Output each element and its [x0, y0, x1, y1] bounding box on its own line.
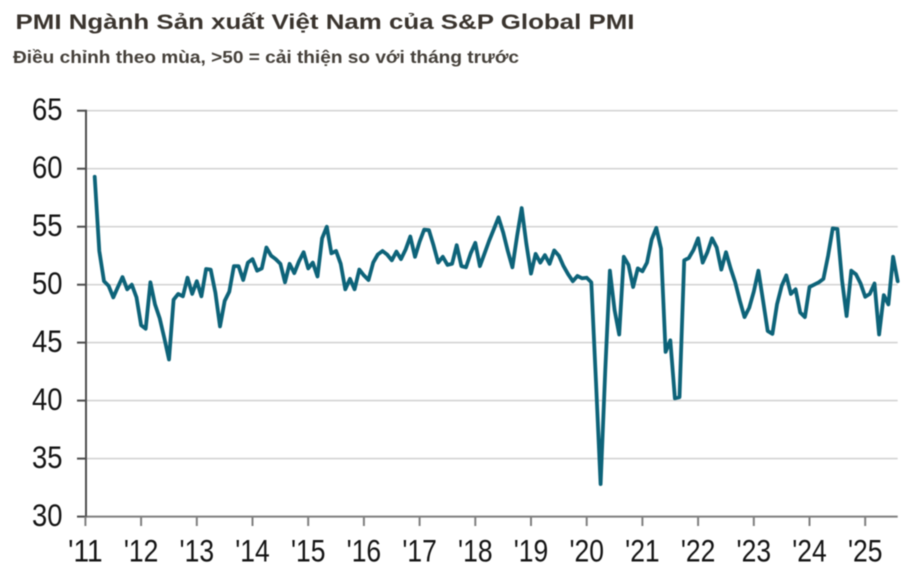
svg-text:65: 65	[32, 91, 63, 127]
svg-text:40: 40	[32, 381, 63, 417]
svg-text:'15: '15	[291, 533, 326, 569]
svg-text:PMI Ngành Sản xuất Việt Nam củ: PMI Ngành Sản xuất Việt Nam của S&P Glob…	[16, 11, 635, 34]
svg-text:60: 60	[32, 149, 63, 185]
svg-text:'18: '18	[458, 533, 493, 569]
svg-text:'11: '11	[68, 533, 103, 569]
svg-text:'19: '19	[514, 533, 549, 569]
svg-text:'22: '22	[681, 533, 716, 569]
svg-text:'20: '20	[569, 533, 604, 569]
svg-text:Điều chỉnh theo mùa, >50 = cải: Điều chỉnh theo mùa, >50 = cải thiện so …	[13, 47, 519, 67]
svg-text:'12: '12	[124, 533, 159, 569]
svg-text:'21: '21	[625, 533, 660, 569]
svg-text:35: 35	[32, 439, 63, 475]
svg-text:'25: '25	[848, 533, 883, 569]
svg-text:'13: '13	[180, 533, 215, 569]
svg-text:'23: '23	[737, 533, 772, 569]
svg-text:30: 30	[32, 497, 63, 533]
svg-text:50: 50	[32, 265, 63, 301]
svg-text:'24: '24	[792, 533, 827, 569]
svg-text:'17: '17	[402, 533, 437, 569]
svg-text:45: 45	[32, 323, 63, 359]
svg-text:55: 55	[32, 207, 63, 243]
svg-text:'14: '14	[235, 533, 270, 569]
svg-text:'16: '16	[347, 533, 382, 569]
